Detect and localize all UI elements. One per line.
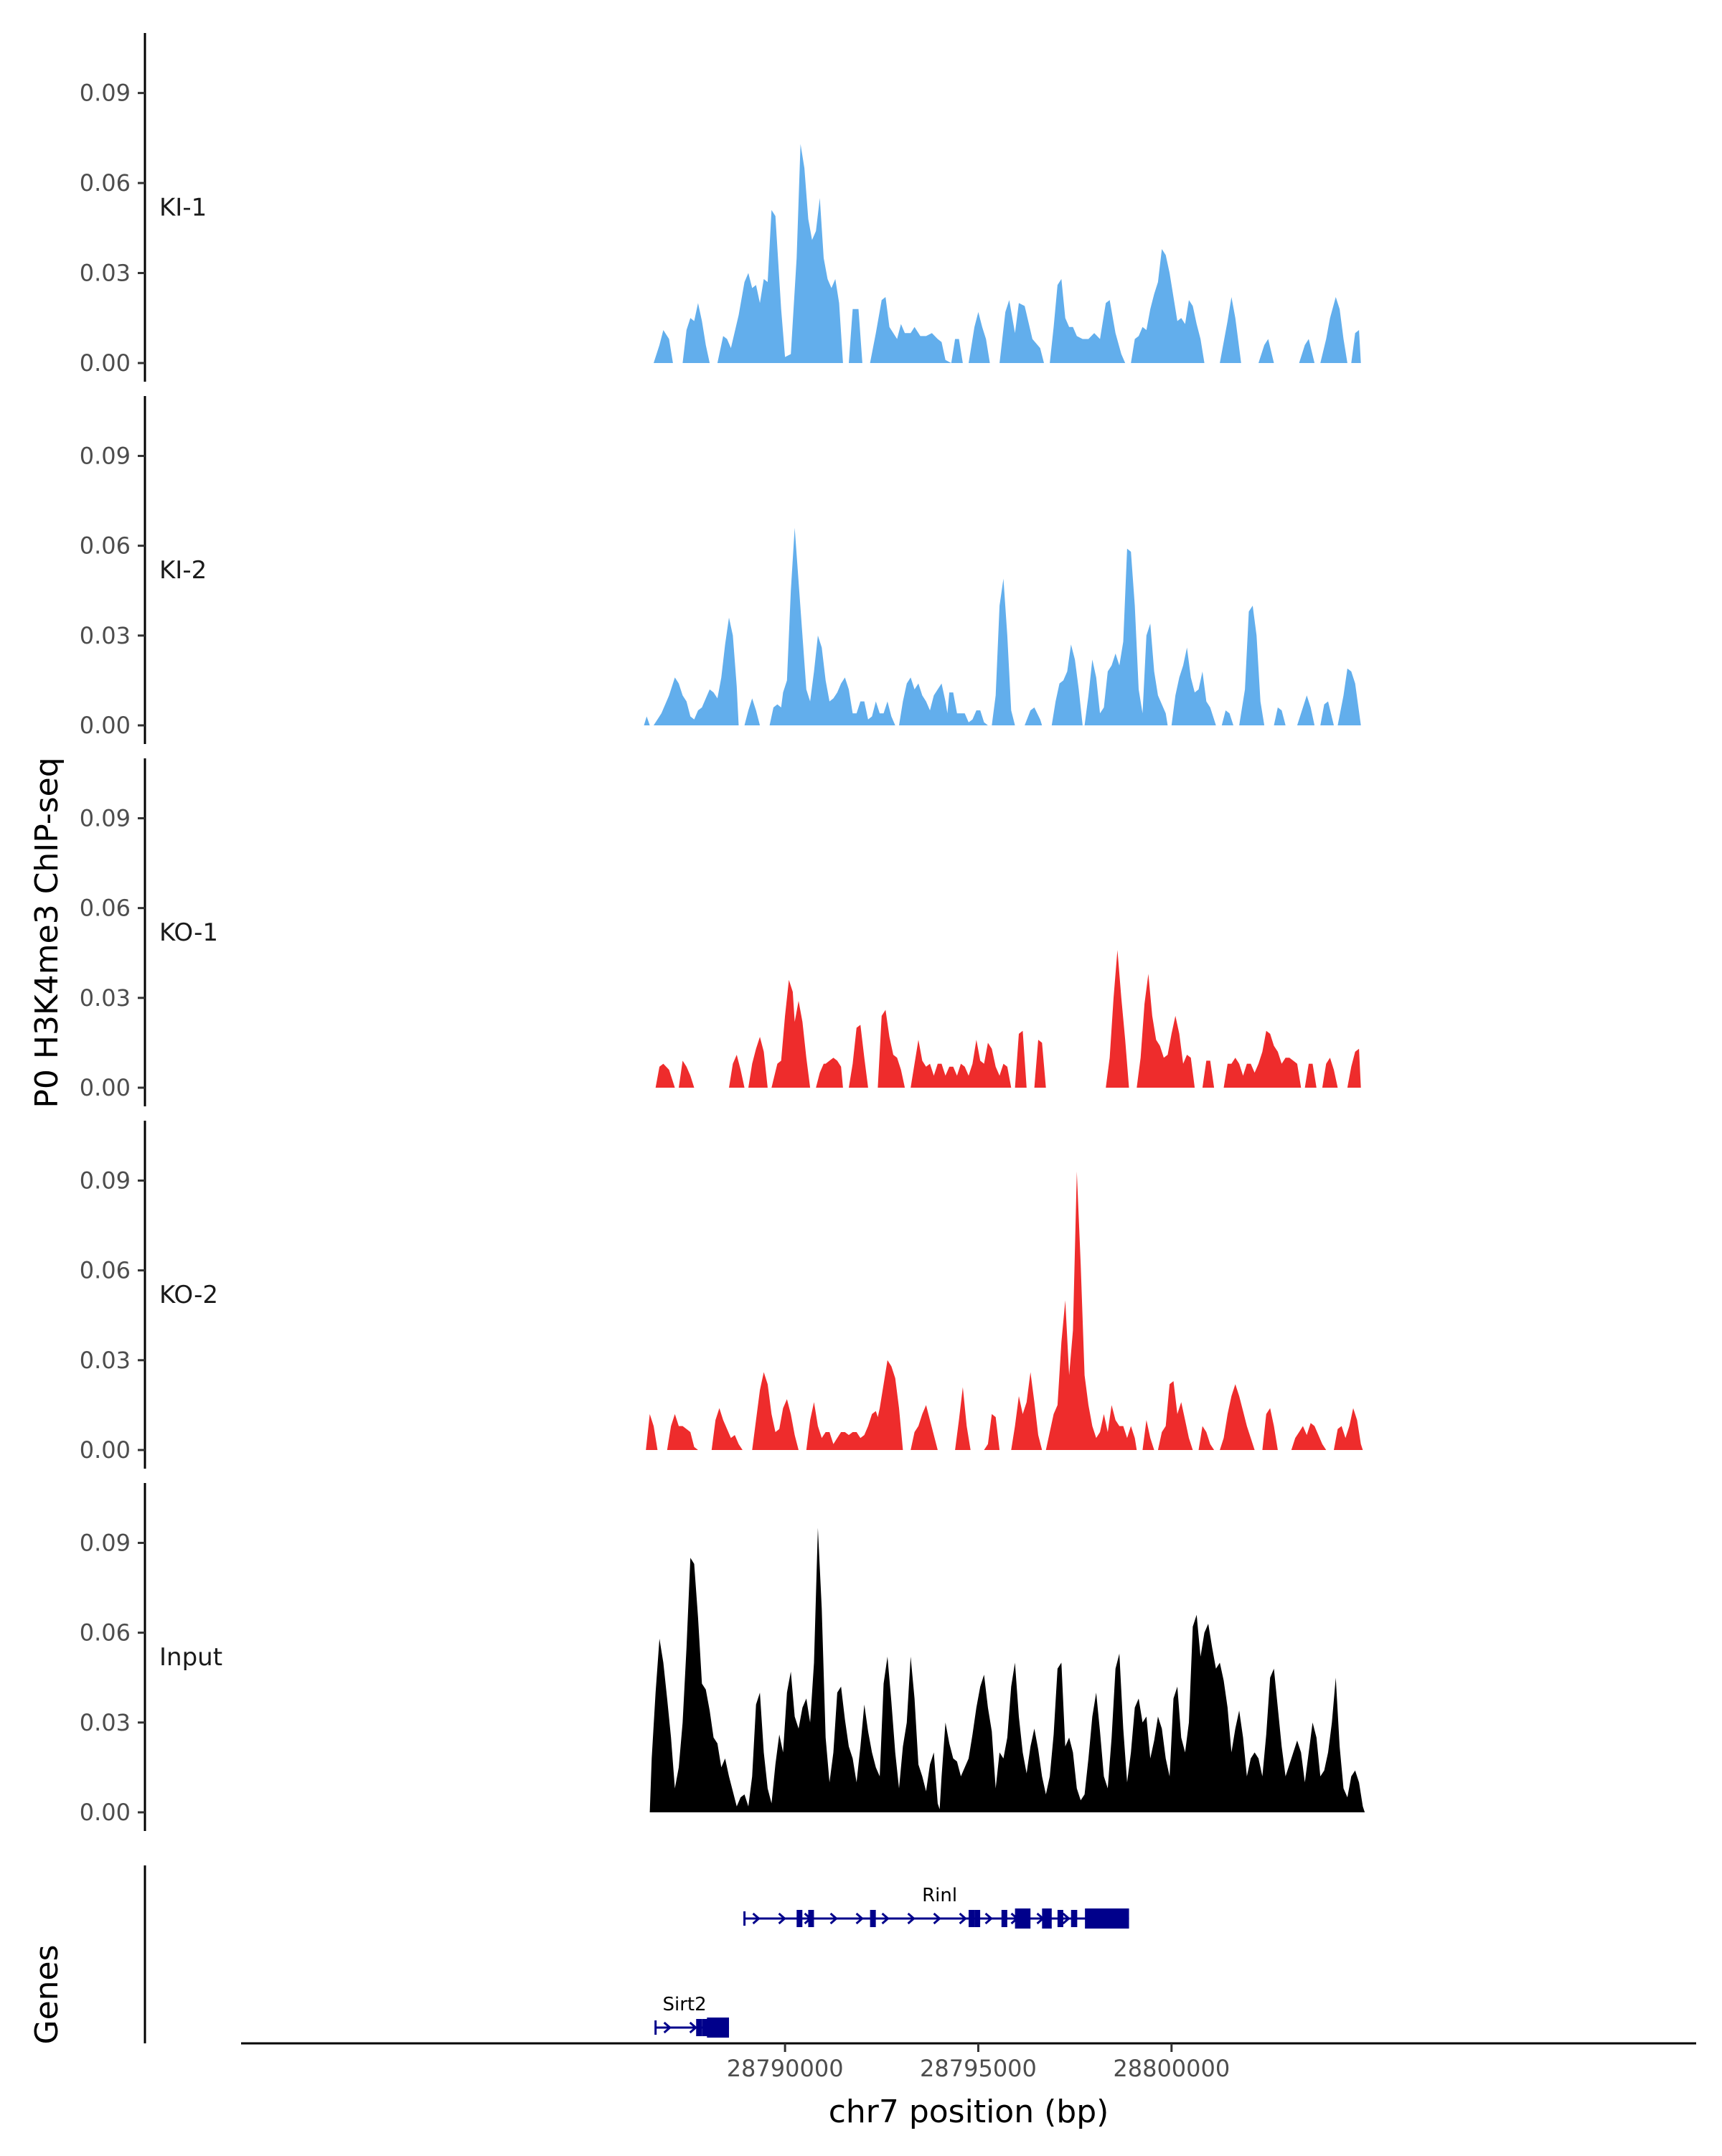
y-tick-label: 0.03: [80, 260, 131, 287]
strand-arrow: [689, 2021, 697, 2034]
gene-label: Sirt2: [663, 1994, 707, 2015]
gene-rinl: Rinl: [743, 1885, 1129, 1929]
y-tick-label: 0.00: [80, 1436, 131, 1464]
y-tick-label: 0.06: [80, 895, 131, 922]
y-tick-label: 0.03: [80, 1347, 131, 1374]
x-axis-title: chr7 position (bp): [829, 2094, 1109, 2130]
gene-exon: [969, 1910, 974, 1927]
gene-exon: [974, 1910, 981, 1927]
y-tick-label: 0.03: [80, 622, 131, 649]
y-tick-label: 0.00: [80, 349, 131, 377]
gene-exon: [808, 1910, 814, 1927]
track-label: KO-2: [159, 1281, 218, 1309]
gene-exon: [796, 1910, 803, 1927]
x-tick-label: 28795000: [920, 2055, 1037, 2082]
y-tick-label: 0.03: [80, 984, 131, 1012]
track-ko-2: 0.00 0.03 0.06 0.09 KO-2: [80, 1121, 1363, 1469]
y-tick-label: 0.09: [80, 80, 131, 107]
gene-exon: [702, 2019, 708, 2036]
y-tick-label: 0.06: [80, 1257, 131, 1284]
gene-exon: [1042, 1908, 1052, 1929]
gene-exon: [1001, 1910, 1007, 1927]
strand-arrow: [959, 1912, 967, 1925]
signal-area-ki-2: [644, 527, 1361, 725]
track-input: 0.00 0.03 0.06 0.09 Input: [80, 1483, 1365, 1831]
strand-arrow: [984, 1912, 993, 1925]
gene-exon: [707, 2018, 730, 2038]
y-tick-label: 0.00: [80, 712, 131, 739]
y-tick-label: 0.00: [80, 1799, 131, 1826]
gene-exon: [1071, 1910, 1078, 1927]
track-ko-1: 0.00 0.03 0.06 0.09 KO-1: [80, 758, 1361, 1106]
y-tick-label: 0.09: [80, 442, 131, 469]
genes-axis-title: Genes: [29, 1944, 65, 2044]
gene-exon: [870, 1910, 876, 1927]
strand-arrow: [663, 2021, 672, 2034]
y-tick-label: 0.09: [80, 1529, 131, 1556]
genes-panel: 28790000 28795000 28800000 Rinl Sirt2: [144, 1865, 1696, 2082]
y-tick-label: 0.06: [80, 1619, 131, 1647]
track-label: Input: [159, 1643, 222, 1672]
y-tick-label: 0.09: [80, 804, 131, 832]
x-tick-label: 28790000: [727, 2055, 844, 2082]
tracks-layer: 0.00 0.03 0.06 0.09 KI-1 0.00 0.03 0.06 0.09 KI-2…: [80, 33, 1365, 1831]
gene-exon: [1085, 1908, 1129, 1929]
track-ki-1: 0.00 0.03 0.06 0.09 KI-1: [80, 33, 1361, 382]
strand-arrow: [778, 1912, 786, 1925]
signal-area-input: [649, 1527, 1365, 1812]
strand-arrow: [752, 1912, 761, 1925]
strand-arrow: [933, 1912, 941, 1925]
y-tick-label: 0.03: [80, 1709, 131, 1736]
signal-area-ko-1: [655, 950, 1361, 1088]
y-tick-label: 0.09: [80, 1167, 131, 1194]
gene-label: Rinl: [922, 1885, 957, 1906]
x-tick-label: 28800000: [1113, 2055, 1230, 2082]
track-label: KI-1: [159, 194, 207, 222]
strand-arrow: [855, 1912, 864, 1925]
signal-area-ko-2: [646, 1171, 1363, 1450]
y-tick-label: 0.00: [80, 1074, 131, 1101]
strand-arrow: [881, 1912, 890, 1925]
gene-exon: [1015, 1908, 1031, 1929]
strand-arrow: [1062, 1912, 1071, 1925]
signal-area-ki-1: [654, 143, 1361, 363]
track-label: KO-1: [159, 918, 218, 947]
y-axis-title: P0 H3K4me3 ChIP-seq: [29, 757, 65, 1108]
gene-sirt2: Sirt2: [654, 1994, 730, 2038]
strand-arrow: [829, 1912, 838, 1925]
strand-arrow: [907, 1912, 916, 1925]
y-tick-label: 0.06: [80, 169, 131, 197]
gene-exon: [1057, 1910, 1063, 1927]
gene-exon: [696, 2019, 702, 2036]
track-ki-2: 0.00 0.03 0.06 0.09 KI-2: [80, 396, 1361, 744]
y-tick-label: 0.06: [80, 532, 131, 560]
track-label: KI-2: [159, 556, 207, 585]
